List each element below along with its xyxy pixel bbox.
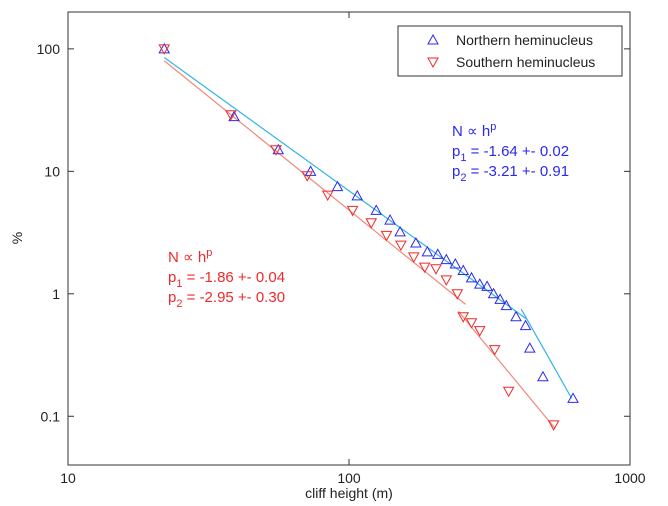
annotation-rest: = -1.86 +- 0.04	[182, 269, 285, 286]
data-point	[465, 271, 478, 283]
annotation-sup: p	[490, 121, 496, 133]
y-axis-label: %	[9, 232, 25, 244]
annotation-sub: 2	[176, 298, 182, 310]
data-point	[457, 312, 470, 323]
legend-marker	[427, 57, 439, 69]
data-point	[365, 218, 378, 229]
fit-line	[163, 57, 528, 320]
data-point	[395, 240, 407, 252]
data-point	[331, 180, 344, 192]
data-point	[523, 342, 536, 353]
annotation-sub: 2	[460, 172, 466, 184]
data-point	[430, 264, 442, 275]
data-point	[449, 258, 462, 269]
data-point	[431, 248, 444, 259]
annotation: N ∝ hp	[168, 247, 212, 266]
y-tick-label: 1	[52, 286, 60, 302]
data-point	[500, 299, 513, 311]
annotation-text: p	[452, 163, 460, 180]
annotation: p2 = -2.95 +- 0.30	[168, 289, 285, 310]
data-point	[488, 345, 501, 356]
legend-marker	[427, 33, 439, 45]
legend-label: Northern heminucleus	[456, 32, 593, 48]
data-point	[158, 44, 171, 55]
data-point	[457, 264, 470, 275]
annotation: p1 = -1.64 +- 0.02	[452, 143, 569, 164]
x-tick-label: 1000	[614, 470, 645, 486]
y-tick-label: 100	[37, 41, 61, 57]
annotation-text: p	[452, 143, 460, 160]
annotation-text: p	[168, 289, 176, 306]
data-point	[270, 145, 282, 156]
annotation-sup: p	[206, 247, 212, 259]
data-point	[380, 230, 393, 242]
annotation-rest: = -2.95 +- 0.30	[182, 289, 285, 306]
legend-box	[397, 25, 623, 77]
data-point	[421, 245, 434, 257]
data-point	[228, 110, 240, 122]
data-point	[225, 110, 237, 121]
data-point	[465, 318, 478, 329]
x-tick-label: 100	[337, 470, 361, 486]
data-point	[502, 386, 515, 398]
data-point	[494, 293, 506, 304]
data-point	[370, 204, 383, 215]
data-point	[394, 225, 406, 237]
x-axis-label: cliff height (m)	[305, 485, 393, 501]
data-point	[519, 319, 532, 331]
data-point	[301, 171, 314, 182]
annotation-rest: = -1.64 +- 0.02	[466, 143, 569, 160]
legend-label: Southern heminucleus	[456, 54, 595, 70]
annotation-sub: 1	[460, 152, 466, 164]
data-point	[481, 280, 493, 291]
annotation-text: p	[168, 269, 176, 286]
data-point	[346, 205, 359, 217]
annotation: N ∝ hp	[452, 121, 496, 140]
data-point	[272, 143, 285, 155]
data-point	[451, 289, 464, 300]
annotation-text: N ∝ h	[168, 249, 206, 266]
y-tick-label: 10	[44, 163, 60, 179]
data-point	[384, 214, 396, 225]
data-point	[440, 253, 453, 265]
data-point	[510, 310, 522, 322]
data-point	[547, 420, 560, 431]
x-tick-label: 10	[60, 470, 76, 486]
data-point	[418, 262, 431, 274]
data-point	[473, 326, 486, 337]
data-point	[487, 287, 500, 299]
plot-frame	[67, 11, 631, 466]
data-point	[410, 236, 422, 248]
annotation: p1 = -1.86 +- 0.04	[168, 269, 285, 290]
fit-line	[457, 310, 556, 429]
fit-line	[163, 60, 466, 305]
data-point	[351, 189, 364, 201]
annotation-text: N ∝ h	[452, 123, 490, 140]
data-point	[440, 275, 453, 286]
data-point	[321, 190, 334, 202]
annotation-sub: 1	[176, 278, 182, 290]
annotation: p2 = -3.21 +- 0.91	[452, 163, 569, 184]
y-tick-label: 0.1	[41, 408, 61, 424]
data-point	[567, 392, 579, 403]
data-point	[537, 370, 549, 382]
annotation-rest: = -3.21 +- 0.91	[466, 163, 569, 180]
data-point	[407, 252, 420, 263]
data-point	[473, 278, 486, 289]
fit-line	[520, 308, 573, 399]
